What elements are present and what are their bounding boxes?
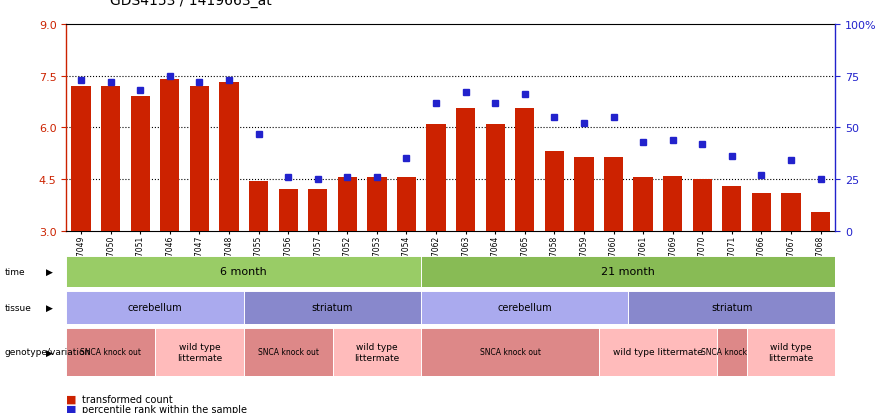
Bar [190, 87, 209, 231]
Bar [426, 125, 446, 231]
Text: transformed count: transformed count [82, 394, 173, 404]
Text: 6 month: 6 month [220, 266, 267, 277]
Bar [663, 176, 682, 231]
Text: ■: ■ [66, 404, 80, 413]
Text: SNCA knock out: SNCA knock out [80, 348, 141, 356]
Bar [249, 181, 268, 231]
Text: cerebellum: cerebellum [498, 303, 552, 313]
Text: ▶: ▶ [46, 303, 53, 312]
Bar [278, 190, 298, 231]
Bar [485, 125, 505, 231]
Text: 21 month: 21 month [601, 266, 655, 277]
Bar [367, 178, 386, 231]
Bar [604, 157, 623, 231]
Bar [456, 109, 476, 231]
Bar [309, 190, 327, 231]
Text: SNCA knock out: SNCA knock out [701, 348, 762, 356]
Bar [781, 193, 801, 231]
Bar [219, 83, 239, 231]
Text: ■: ■ [66, 394, 80, 404]
Bar [338, 178, 357, 231]
Text: wild type
littermate: wild type littermate [177, 342, 222, 362]
Bar [131, 97, 150, 231]
Bar [101, 87, 120, 231]
Bar [515, 109, 535, 231]
Bar [722, 187, 742, 231]
Text: SNCA knock out: SNCA knock out [479, 348, 540, 356]
Bar [693, 180, 712, 231]
Bar [751, 193, 771, 231]
Bar [160, 80, 179, 231]
Text: percentile rank within the sample: percentile rank within the sample [82, 404, 248, 413]
Bar [397, 178, 416, 231]
Bar [811, 212, 830, 231]
Text: ▶: ▶ [46, 348, 53, 356]
Bar [545, 152, 564, 231]
Text: ▶: ▶ [46, 267, 53, 276]
Bar [575, 157, 593, 231]
Text: GDS4153 / 1419663_at: GDS4153 / 1419663_at [110, 0, 272, 8]
Text: genotype/variation: genotype/variation [4, 348, 91, 356]
Text: striatum: striatum [312, 303, 354, 313]
Text: SNCA knock out: SNCA knock out [257, 348, 318, 356]
Text: wild type littermate: wild type littermate [613, 348, 703, 356]
Text: tissue: tissue [4, 303, 31, 312]
Bar [72, 87, 91, 231]
Text: wild type
littermate: wild type littermate [354, 342, 400, 362]
Text: striatum: striatum [711, 303, 752, 313]
Bar [634, 178, 652, 231]
Text: cerebellum: cerebellum [127, 303, 182, 313]
Text: time: time [4, 267, 25, 276]
Text: wild type
littermate: wild type littermate [768, 342, 813, 362]
